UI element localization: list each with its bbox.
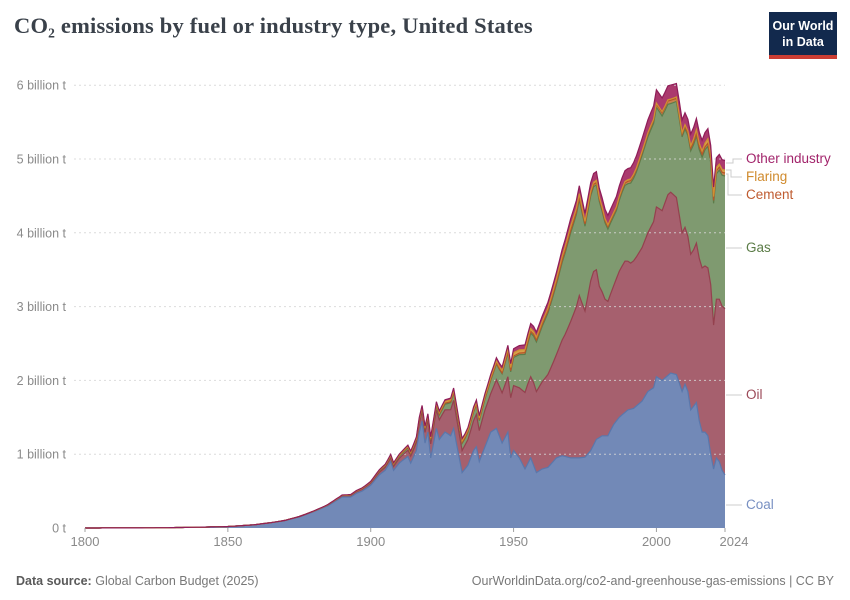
legend-label-gas[interactable]: Gas bbox=[746, 240, 771, 255]
footer: Data source: Global Carbon Budget (2025)… bbox=[16, 574, 834, 588]
y-tick-label: 5 billion t bbox=[17, 153, 67, 167]
x-tick-label: 2024 bbox=[720, 534, 749, 549]
x-tick-label: 1850 bbox=[213, 534, 242, 549]
y-tick-label: 2 billion t bbox=[17, 374, 67, 388]
y-tick-label: 0 t bbox=[52, 522, 66, 536]
area-oil[interactable] bbox=[85, 192, 725, 528]
area-line-other-industry bbox=[85, 82, 726, 529]
y-tick-label: 6 billion t bbox=[17, 79, 67, 93]
legend-label-cement[interactable]: Cement bbox=[746, 187, 794, 202]
legend-connectors bbox=[726, 158, 742, 506]
y-tick-label: 3 billion t bbox=[17, 300, 67, 314]
y-tick-label: 4 billion t bbox=[17, 226, 67, 240]
data-source: Data source: Global Carbon Budget (2025) bbox=[16, 574, 259, 588]
owid-logo-bar bbox=[769, 55, 837, 59]
legend-label-flaring[interactable]: Flaring bbox=[746, 169, 788, 184]
area-coal[interactable] bbox=[85, 373, 725, 528]
data-source-label: Data source: bbox=[16, 574, 92, 588]
page-title: CO₂ emissions by fuel or industry type, … bbox=[14, 13, 533, 38]
x-tick-label: 1800 bbox=[71, 534, 100, 549]
connector-cement bbox=[726, 173, 742, 196]
connector-flaring bbox=[726, 169, 742, 178]
legend-label-oil[interactable]: Oil bbox=[746, 387, 763, 402]
x-tick-label: 2000 bbox=[642, 534, 671, 549]
y-tick-label: 1 billion t bbox=[17, 448, 67, 462]
legend-label-coal[interactable]: Coal bbox=[746, 497, 774, 512]
owid-logo-text: Our World in Data bbox=[769, 12, 837, 55]
owid-logo[interactable]: Our World in Data bbox=[769, 12, 837, 59]
x-tick-label: 1900 bbox=[356, 534, 385, 549]
owid-link[interactable]: OurWorldinData.org/co2-and-greenhouse-ga… bbox=[471, 574, 834, 588]
connector-other-industry bbox=[726, 158, 742, 164]
area-gas[interactable] bbox=[85, 101, 725, 529]
x-tick-label: 1950 bbox=[499, 534, 528, 549]
legend-label-other-industry[interactable]: Other industry bbox=[746, 151, 831, 166]
data-source-value: Global Carbon Budget (2025) bbox=[95, 574, 259, 588]
